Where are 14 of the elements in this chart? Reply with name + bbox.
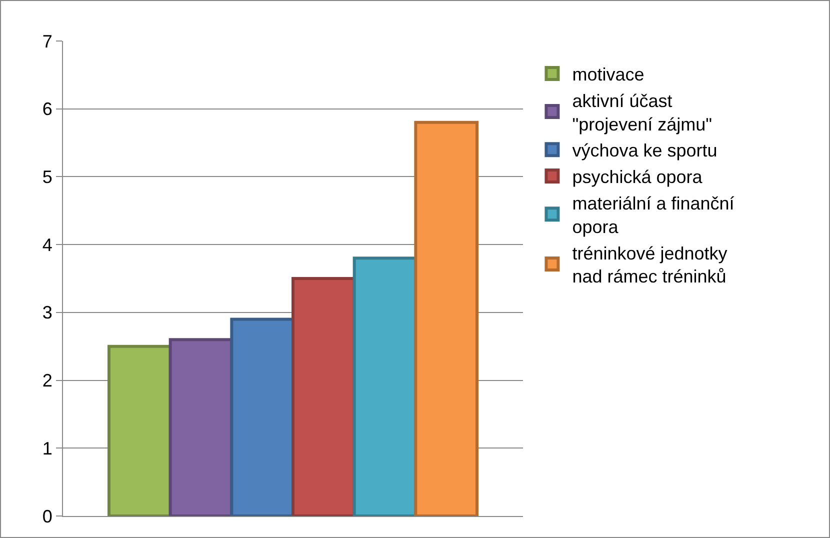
legend-label: motivace xyxy=(572,64,644,84)
y-tick-label: 2 xyxy=(42,370,52,391)
legend-label: tréninkové jednotky nad rámec tréninků xyxy=(572,243,728,287)
y-tick-label: 3 xyxy=(42,302,52,323)
y-tick-label: 4 xyxy=(42,234,52,255)
bar xyxy=(414,120,478,516)
y-tick-label: 5 xyxy=(42,167,52,188)
legend-label: aktivní účast "projevení zájmu" xyxy=(572,90,712,134)
y-tick-label: 6 xyxy=(42,99,52,120)
legend-label: psychická opora xyxy=(572,167,704,188)
y-tick-label: 1 xyxy=(42,438,52,458)
legend-label: výchova ke sportu xyxy=(572,140,718,161)
y-tick-label: 7 xyxy=(42,31,52,52)
y-tick-label: 0 xyxy=(42,506,52,526)
